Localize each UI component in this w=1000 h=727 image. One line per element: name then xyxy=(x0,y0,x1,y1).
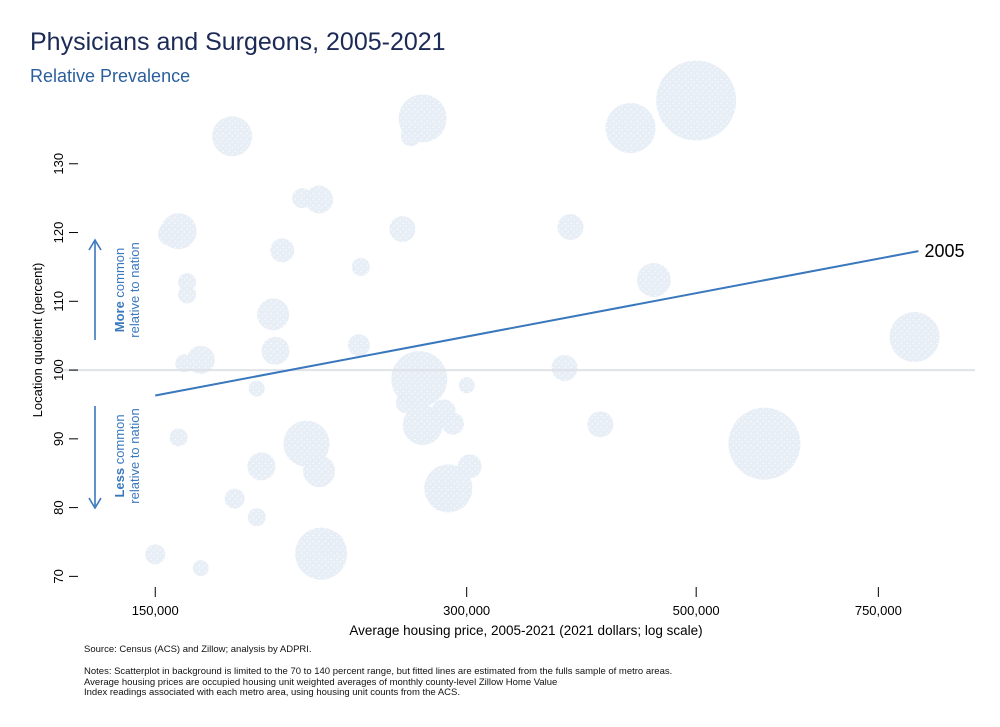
bubble xyxy=(157,221,182,246)
bubble xyxy=(728,407,801,480)
notes-block: Notes: Scatterplot in background is limi… xyxy=(84,666,673,699)
bubble xyxy=(169,428,188,447)
y-tick-label: 130 xyxy=(51,153,66,175)
bubble xyxy=(270,238,295,263)
chart-title: Physicians and Surgeons, 2005-2021 xyxy=(30,28,446,56)
note-line: Index readings associated with each metr… xyxy=(84,687,460,698)
bubble xyxy=(458,377,475,394)
bubble xyxy=(283,420,330,467)
more-common-arrow xyxy=(88,238,102,340)
bubble xyxy=(605,103,656,154)
bubble xyxy=(257,298,290,331)
bubble xyxy=(391,351,448,408)
more-rest: common xyxy=(112,248,127,301)
bubble xyxy=(305,185,334,214)
bubble xyxy=(247,452,276,481)
y-tick-label: 90 xyxy=(51,432,66,446)
more-common-annotation-line2: relative to nation xyxy=(127,242,142,337)
bubble xyxy=(557,214,584,241)
bubble xyxy=(186,345,215,374)
bubble xyxy=(192,560,209,577)
fitted-line-label: 2005 xyxy=(924,241,964,261)
x-tick-label: 150,000 xyxy=(132,603,179,618)
more-bold: More xyxy=(112,301,127,332)
bubble xyxy=(145,544,166,565)
bubble xyxy=(247,508,266,527)
bubble xyxy=(261,336,290,365)
bubble xyxy=(400,126,421,147)
x-tick-label: 300,000 xyxy=(443,603,490,618)
fitted-line-2005 xyxy=(155,250,919,397)
bubble xyxy=(389,216,416,243)
bubble xyxy=(402,405,443,446)
bubble xyxy=(656,60,737,141)
y-axis: 70 80 90 100 110 120 130 xyxy=(51,153,78,584)
note-line: Notes: Scatterplot in background is limi… xyxy=(84,666,673,677)
bubble xyxy=(395,393,416,414)
bubble xyxy=(427,479,460,512)
bubble xyxy=(441,412,464,435)
source-note: Source: Census (ACS) and Zillow; analysi… xyxy=(84,644,312,655)
bubble-layer xyxy=(145,60,940,580)
bubble xyxy=(636,262,671,297)
y-tick-label: 120 xyxy=(51,222,66,244)
bubble xyxy=(224,488,245,509)
less-common-annotation-line2: relative to nation xyxy=(127,408,142,503)
chart-subtitle: Relative Prevalence xyxy=(30,66,191,86)
less-rest: common xyxy=(112,414,127,467)
x-tick-label: 500,000 xyxy=(673,603,720,618)
y-axis-label: Location quotient (percent) xyxy=(30,263,45,418)
bubble xyxy=(587,411,614,438)
bubble xyxy=(212,116,253,157)
y-tick-label: 110 xyxy=(51,291,66,312)
y-tick-label: 70 xyxy=(51,569,66,583)
less-common-annotation: Less common xyxy=(112,414,127,497)
x-axis: 150,000 300,000 500,000 750,000 xyxy=(132,587,902,618)
bubble xyxy=(551,355,578,382)
bubble xyxy=(347,334,370,357)
bubble xyxy=(889,312,940,363)
bubble xyxy=(248,380,265,397)
y-tick-label: 80 xyxy=(51,500,66,514)
less-common-arrow xyxy=(88,406,102,510)
less-bold: Less xyxy=(112,468,127,498)
bubble xyxy=(178,273,197,292)
x-tick-label: 750,000 xyxy=(855,603,902,618)
more-common-annotation: More common xyxy=(112,248,127,333)
bubble xyxy=(178,285,197,304)
bubble xyxy=(351,257,370,276)
x-axis-label: Average housing price, 2005-2021 (2021 d… xyxy=(349,623,702,638)
note-line: Average housing prices are occupied hous… xyxy=(84,676,558,688)
y-tick-label: 100 xyxy=(51,359,66,381)
bubble xyxy=(318,531,345,558)
